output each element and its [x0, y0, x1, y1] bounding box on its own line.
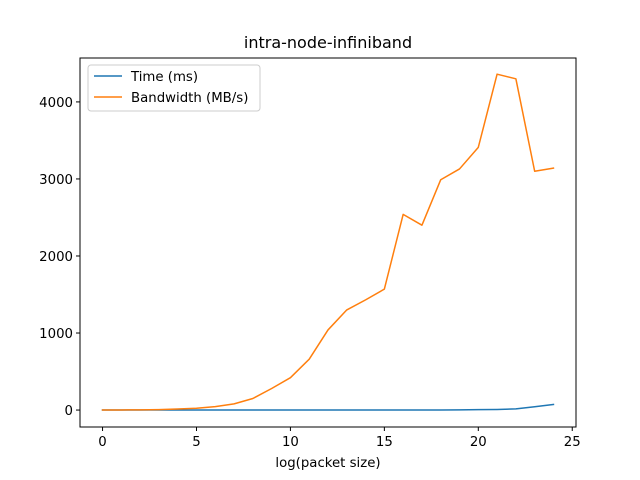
x-tick-label: 15: [376, 435, 393, 450]
series-line-time-ms: [101, 403, 555, 411]
plot-area: [101, 73, 555, 411]
x-tick-label: 20: [470, 435, 487, 450]
x-tick-label: 25: [564, 435, 581, 450]
legend: Time (ms) Bandwidth (MB/s): [87, 64, 261, 112]
y-tick-label: 1000: [39, 327, 73, 342]
x-tick-label: 5: [192, 435, 200, 450]
plot-frame: [79, 57, 577, 428]
x-tick-label: 10: [282, 435, 299, 450]
legend-box: [87, 64, 261, 112]
series-line-bandwidth-mb-s: [101, 73, 555, 411]
chart-title: intra-node-infiniband: [244, 33, 412, 52]
x-axis-label: log(packet size): [275, 456, 380, 471]
legend-label-bandwidth: Bandwidth (MB/s): [131, 91, 248, 106]
legend-label-time: Time (ms): [130, 70, 198, 85]
y-tick-label: 2000: [39, 250, 73, 265]
y-tick-label: 0: [65, 404, 73, 419]
x-tick-label: 0: [98, 435, 106, 450]
y-tick-label: 4000: [39, 96, 73, 111]
axis-ticks: 0 5 10 15 20 25 0 1000 2000 3000 4000: [39, 96, 581, 450]
y-tick-label: 3000: [39, 173, 73, 188]
